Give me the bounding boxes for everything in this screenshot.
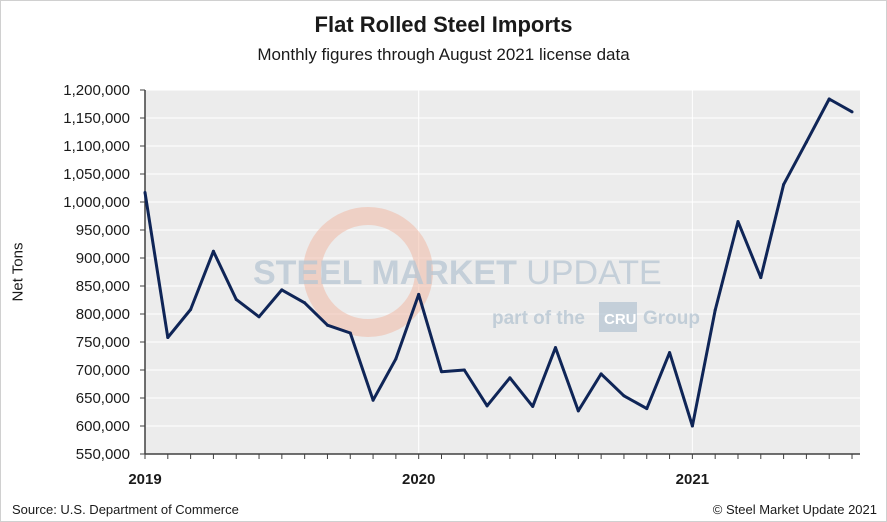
- y-tick-label: 650,000: [76, 390, 130, 407]
- watermark-sub-prefix: part of the: [492, 308, 585, 329]
- x-tick-label: 2021: [676, 471, 709, 488]
- data-point: [371, 398, 375, 402]
- data-point: [303, 301, 307, 305]
- watermark-cru-text: CRU: [604, 311, 637, 328]
- x-tick-labels: 2019 2020 2021: [128, 471, 709, 488]
- data-point: [668, 351, 672, 355]
- data-point: [189, 308, 193, 312]
- y-tick-label: 550,000: [76, 446, 130, 463]
- axes: [140, 89, 860, 459]
- x-tick-label: 2019: [128, 471, 161, 488]
- data-point: [485, 404, 489, 408]
- data-point: [211, 249, 215, 253]
- data-point: [850, 110, 854, 114]
- data-point: [804, 140, 808, 144]
- data-point: [713, 308, 717, 312]
- data-point: [439, 370, 443, 374]
- watermark-title: STEEL MARKET UPDATE: [253, 254, 662, 292]
- y-tick-label: 600,000: [76, 418, 130, 435]
- data-point: [394, 357, 398, 361]
- data-point: [736, 220, 740, 224]
- y-tick-label: 1,150,000: [63, 110, 130, 127]
- series-group: [143, 97, 854, 428]
- data-point: [782, 183, 786, 187]
- chart-subtitle: Monthly figures through August 2021 lice…: [257, 45, 630, 64]
- data-point: [531, 404, 535, 408]
- data-point: [690, 424, 694, 428]
- data-point: [417, 292, 421, 296]
- data-point: [576, 409, 580, 413]
- data-point: [280, 288, 284, 292]
- y-tick-label: 800,000: [76, 306, 130, 323]
- watermark-logo: STEEL MARKET UPDATE part of the CRU Grou…: [253, 207, 700, 337]
- data-point: [759, 276, 763, 280]
- data-point: [234, 297, 238, 301]
- y-tick-label: 700,000: [76, 362, 130, 379]
- data-point: [554, 346, 558, 350]
- series-line: [143, 97, 853, 428]
- watermark-sub-suffix: Group: [643, 308, 700, 329]
- data-point: [257, 315, 261, 319]
- y-tick-label: 1,000,000: [63, 194, 130, 211]
- y-tick-label: 900,000: [76, 250, 130, 267]
- data-point: [645, 407, 649, 411]
- y-tick-label: 1,200,000: [63, 82, 130, 99]
- y-tick-label: 750,000: [76, 334, 130, 351]
- source-note: Source: U.S. Department of Commerce: [12, 502, 239, 517]
- copyright-note: © Steel Market Update 2021: [712, 502, 877, 517]
- plot-area: [145, 90, 860, 454]
- data-point: [599, 372, 603, 376]
- data-point: [348, 331, 352, 335]
- data-point: [325, 323, 329, 327]
- data-point: [508, 376, 512, 380]
- data-point: [166, 336, 170, 340]
- y-tick-label: 1,100,000: [63, 138, 130, 155]
- watermark-swirl-icon: [303, 207, 433, 337]
- data-point: [622, 394, 626, 398]
- data-point: [827, 97, 831, 101]
- y-tick-label: 1,050,000: [63, 166, 130, 183]
- x-tick-label: 2020: [402, 471, 435, 488]
- watermark-cru-box: [599, 302, 637, 332]
- y-tick-label: 950,000: [76, 222, 130, 239]
- chart-title: Flat Rolled Steel Imports: [314, 12, 573, 37]
- y-tick-labels: 550,000 600,000 650,000 700,000 750,000 800,0…: [63, 82, 130, 463]
- data-point: [462, 368, 466, 372]
- data-point: [143, 190, 147, 194]
- y-tick-label: 850,000: [76, 278, 130, 295]
